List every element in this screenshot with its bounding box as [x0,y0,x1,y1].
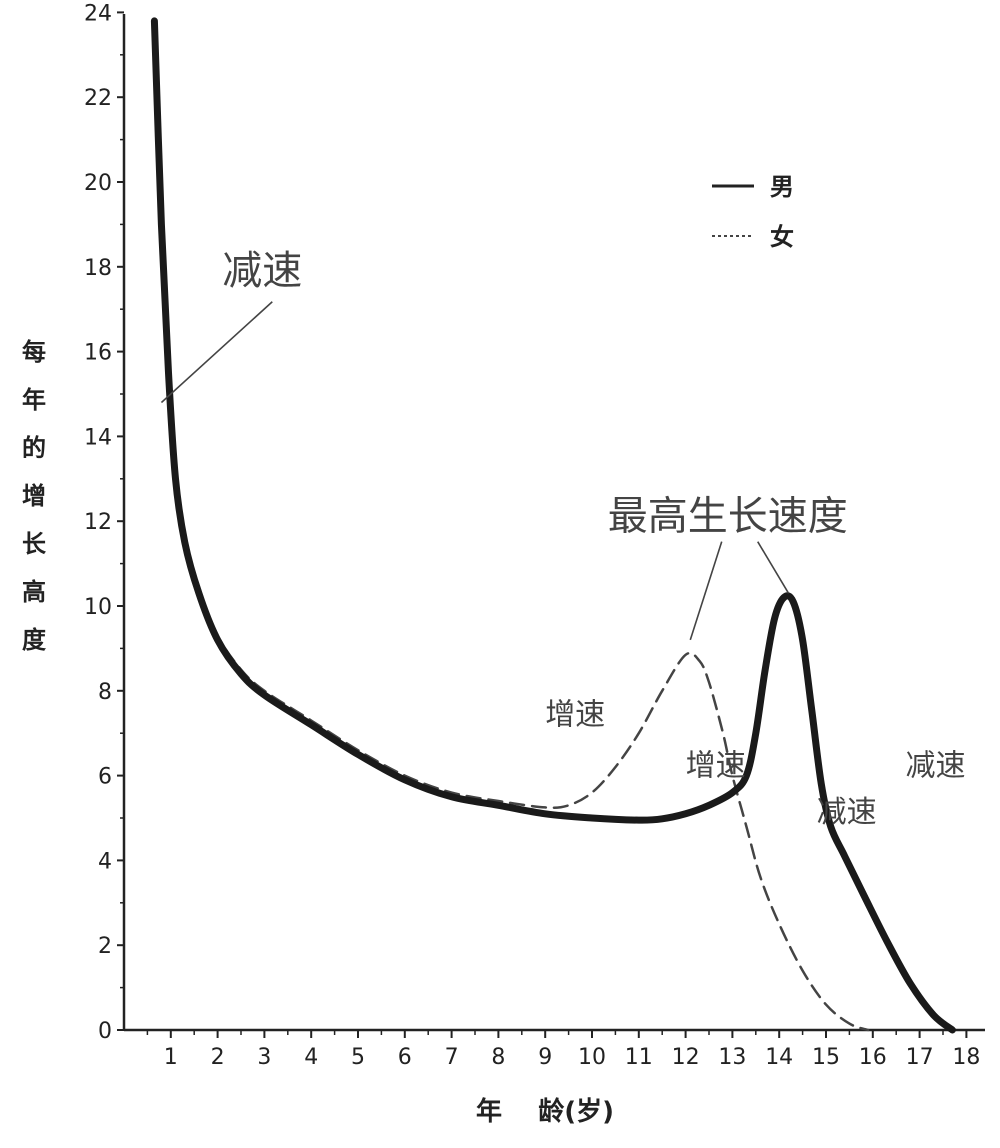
annotation-pointer [160,301,273,404]
y-axis-label-char: 的 [22,434,46,462]
x-tick-label: 11 [625,1045,653,1070]
y-tick-label: 10 [84,595,112,620]
y-tick-label: 8 [98,680,112,705]
y-tick-label: 14 [84,425,112,450]
y-tick-label: 24 [84,1,112,26]
x-tick-label: 14 [765,1045,793,1070]
x-tick-label: 8 [491,1045,505,1070]
x-tick-label: 3 [257,1045,271,1070]
y-tick-label: 18 [84,256,112,281]
y-axis-label-char: 长 [22,530,47,558]
x-tick-label: 4 [304,1045,318,1070]
annotation-label: 减速 [817,795,877,830]
y-axis-label-char: 增 [22,482,46,510]
x-tick-label: 2 [211,1045,225,1070]
y-tick-label: 0 [98,1019,112,1044]
y-axis-label-char: 年 [22,386,46,414]
y-tick-label: 20 [84,171,112,196]
x-tick-label: 18 [952,1045,980,1070]
y-tick-label: 4 [98,849,112,874]
x-tick-label: 9 [538,1045,552,1070]
legend: 男女 [712,173,794,251]
legend-label: 男 [770,173,794,201]
x-tick-label: 7 [445,1045,459,1070]
annotation-label: 减速 [906,749,966,784]
y-axis-label-char: 每 [22,338,46,366]
series-lines [150,17,956,1034]
x-axis-label: 年 龄(岁) [476,1096,614,1127]
x-tick-label: 13 [718,1045,746,1070]
x-tick-label: 6 [398,1045,412,1070]
annotation-label: 减速 [222,248,302,294]
y-tick-label: 22 [84,86,112,111]
x-tick-label: 15 [812,1045,840,1070]
annotation-label: 增速 [686,749,746,784]
axes [117,11,985,1038]
y-tick-label: 16 [84,341,112,366]
x-tick-label: 12 [672,1045,700,1070]
series-line-male [150,17,956,1034]
x-tick-label: 10 [578,1045,606,1070]
x-tick-label: 16 [859,1045,887,1070]
y-tick-label: 6 [98,765,112,790]
x-tick-label: 5 [351,1045,365,1070]
x-tick-label: 17 [906,1045,934,1070]
annotation-label: 最高生长速度 [608,494,848,540]
y-tick-label: 12 [84,510,112,535]
x-tick-label: 1 [164,1045,178,1070]
y-tick-label: 2 [98,934,112,959]
annotation-pointer [757,541,790,594]
annotation-label: 增速 [545,698,605,733]
legend-label: 女 [770,223,794,251]
annotation-pointer [689,541,723,641]
y-axis-label-char: 度 [22,626,47,654]
y-axis-label-char: 高 [22,578,46,606]
